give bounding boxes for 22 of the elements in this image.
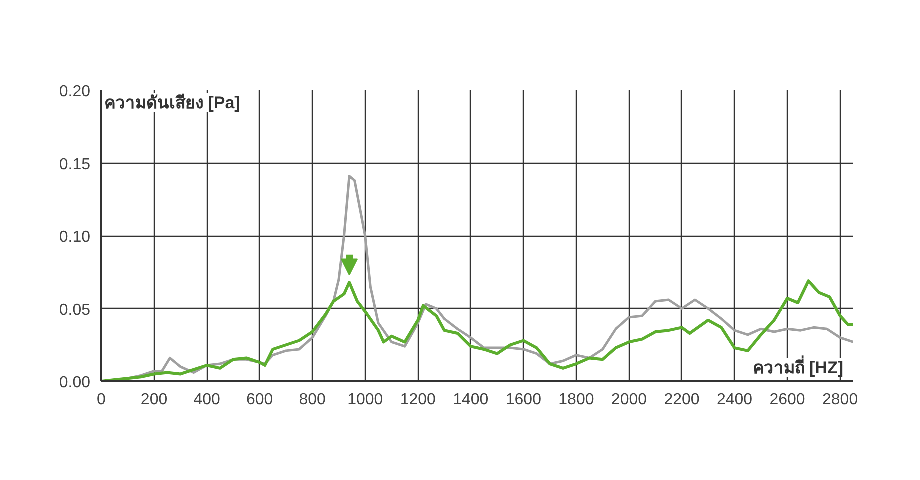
x-tick-label: 0 — [97, 392, 106, 408]
y-axis-title: ความดันเสียง [Pa] — [104, 92, 240, 112]
x-tick-label: 2200 — [664, 392, 700, 408]
x-tick-label: 1200 — [400, 392, 436, 408]
y-tick-label: 0.15 — [59, 156, 91, 174]
x-tick-label: 400 — [194, 392, 220, 408]
x-tick-label: 1400 — [453, 392, 489, 408]
x-tick-label: 2000 — [611, 392, 648, 408]
x-tick-label: 800 — [299, 392, 326, 408]
x-tick-label: 600 — [246, 392, 274, 408]
x-tick-label: 1000 — [348, 392, 384, 408]
x-tick-label: 200 — [140, 392, 168, 408]
x-tick-label: 2400 — [716, 392, 753, 408]
y-tick-label: 0.00 — [59, 374, 91, 392]
y-tick-label: 0.05 — [59, 302, 91, 319]
x-tick-label: 1600 — [506, 392, 542, 408]
y-tick-label: 0.20 — [59, 84, 91, 100]
x-tick-label: 2600 — [770, 392, 806, 408]
x-axis-title: ความถี่ [HZ] — [752, 356, 844, 378]
y-tick-label: 0.10 — [59, 229, 91, 246]
x-tick-label: 2800 — [822, 392, 858, 408]
x-tick-label: 1800 — [558, 392, 594, 408]
